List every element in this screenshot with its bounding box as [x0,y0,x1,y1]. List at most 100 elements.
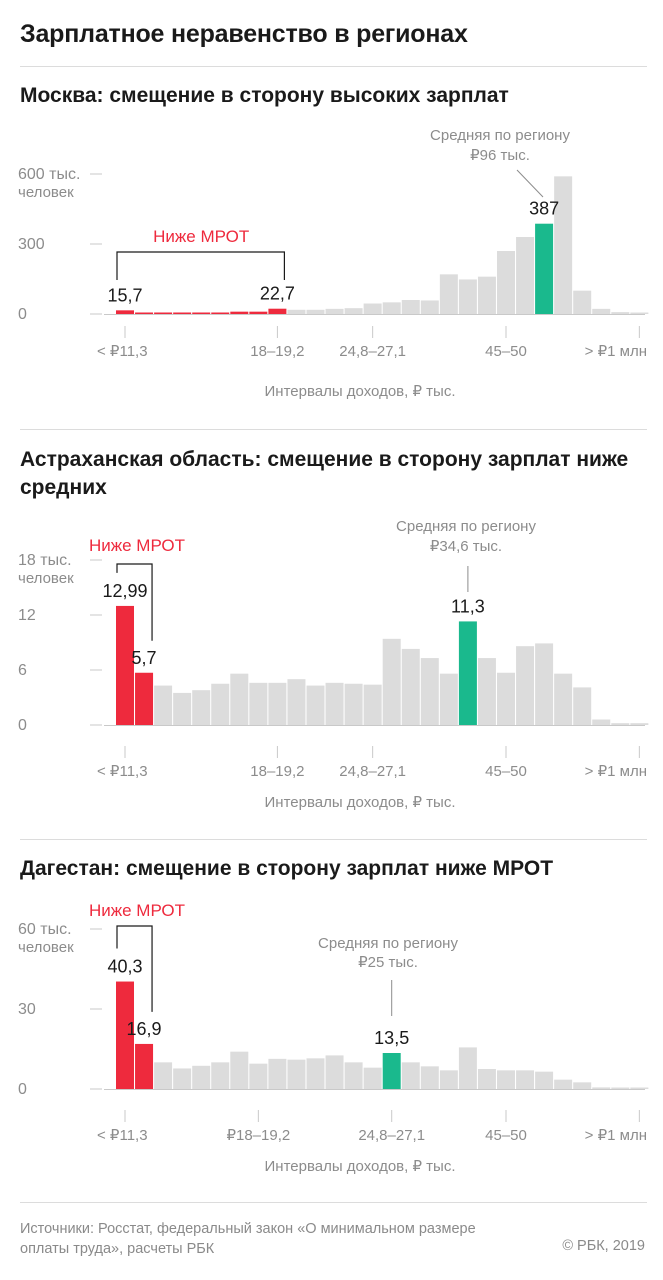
y-tick-label: 12 [18,607,36,624]
data-label: 5,7 [132,648,157,668]
bar [630,723,649,725]
bar [592,719,611,725]
bar [420,1066,439,1089]
bar [268,1058,287,1089]
chart-moscow: 0 300 600 тыс.человек < ₽11,3 18–19,2 24,8–27… [18,127,649,400]
x-tick-label: < ₽11,3 [97,343,148,360]
bar [363,303,382,314]
bar [192,1065,211,1089]
x-tick-label: > ₽1 млн [585,1127,647,1144]
bar [516,646,535,725]
y-unit-label: человек [18,184,74,201]
bar [497,1070,515,1089]
y-unit-label: человек [18,939,74,956]
copyright: © РБК, 2019 [562,1238,645,1254]
data-label: 16,9 [127,1019,162,1039]
bar [230,311,249,314]
x-tick-label: 45–50 [485,1127,527,1144]
bar [287,1059,306,1089]
bar [477,1069,496,1089]
bar [573,1082,592,1089]
bar [287,309,306,314]
bar [173,1068,192,1089]
mrot-label: Ниже МРОТ [89,536,185,555]
bar [135,1043,154,1089]
bar [497,251,515,314]
y-tick-label: 0 [18,306,27,323]
bar [173,312,192,314]
chart-dagestan: 0 30 60 тыс.человек < ₽11,3 ₽18–19,2 24,8–27,… [18,901,649,1175]
bar [630,312,649,314]
bar [439,1070,458,1089]
bar [230,1051,249,1089]
chart-title-dagestan: Дагестан: смещение в сторону зарплат ниж… [20,857,554,880]
bar [458,1047,477,1089]
mrot-bracket [116,563,153,641]
bar [458,621,477,725]
average-value: ₽96 тыс. [470,147,530,164]
bar [173,692,192,725]
bar [458,279,477,314]
divider [20,429,647,430]
data-label: 387 [529,199,559,219]
x-tick-label: 24,8–27,1 [339,763,406,780]
bar [325,1055,344,1089]
bar [573,290,592,314]
x-tick-label: 45–50 [485,763,527,780]
average-label: Средняя по региону [396,518,536,535]
average-label: Средняя по региону [318,935,458,952]
bar [516,1070,535,1089]
data-label: 15,7 [107,285,142,305]
data-label: 22,7 [260,284,295,304]
bar [497,672,515,725]
bar [211,312,230,314]
bar [306,1058,325,1089]
divider [20,66,647,67]
bar [211,1062,230,1089]
average-label: Средняя по региону [430,127,570,144]
x-tick-label: 18–19,2 [250,343,304,360]
x-tick-label: < ₽11,3 [97,763,148,780]
bar [401,648,420,725]
average-value: ₽34,6 тыс. [430,538,502,555]
x-tick-label: ₽18–19,2 [226,1127,290,1144]
y-tick-label: 300 [18,236,45,253]
mrot-label: Ниже МРОТ [89,901,185,920]
data-label: 11,3 [451,596,485,616]
bar [477,658,496,725]
bar [382,1053,401,1089]
data-label: 12,99 [102,581,147,601]
bar [268,308,287,314]
bar [306,685,325,725]
data-label: 13,5 [374,1028,409,1048]
average-value: ₽25 тыс. [358,954,418,971]
x-tick-label: < ₽11,3 [97,1127,148,1144]
bar [192,690,211,725]
bar [535,1071,554,1089]
x-tick-label: 24,8–27,1 [358,1127,425,1144]
x-tick-label: > ₽1 млн [585,763,647,780]
chart-astrakhan: 0 6 12 18 тыс.человек < ₽11,3 18–19,2 24,8–27,… [18,518,649,811]
bar [249,311,268,314]
bar [592,1087,611,1089]
bar [154,685,173,725]
bar [401,1062,420,1089]
bar [477,276,496,314]
bar [592,308,611,314]
x-tick-label: > ₽1 млн [585,343,647,360]
bar [154,1062,173,1089]
y-tick-label-top: 600 тыс. [18,166,80,183]
bar [611,1087,630,1089]
divider [20,839,647,840]
chart-title-astrakhan: Астраханская область: смещение в сторону… [20,448,629,499]
mrot-bracket [116,251,285,280]
bar [382,302,401,314]
bar [154,312,173,314]
bar [420,300,439,314]
bar [268,682,287,725]
x-tick-label: 18–19,2 [250,763,304,780]
bar [344,1062,363,1089]
bar [344,308,363,314]
mrot-label: Ниже МРОТ [153,227,249,246]
bar [439,274,458,314]
